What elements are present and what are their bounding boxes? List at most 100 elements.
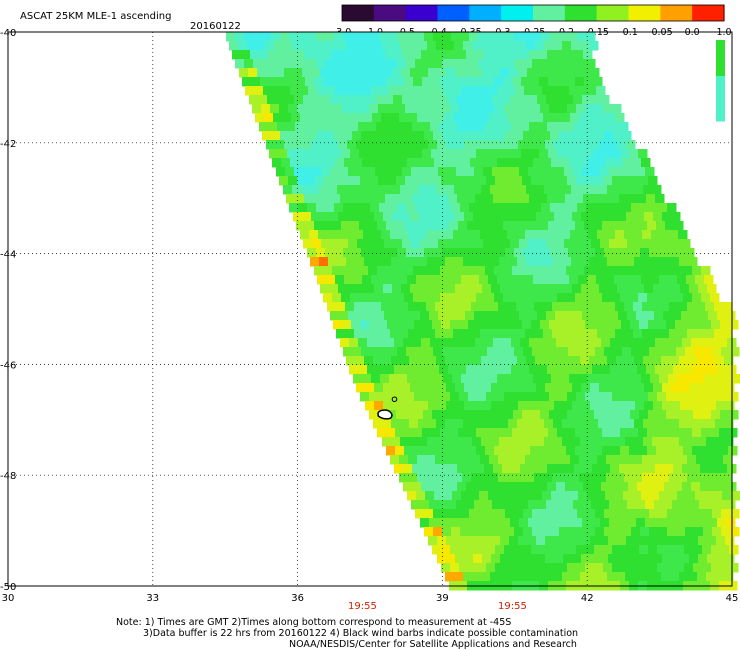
swath-cell <box>483 311 493 321</box>
swath-cell <box>403 482 413 492</box>
swath-cell <box>486 563 496 573</box>
swath-cell <box>556 50 566 60</box>
swath-cell <box>304 50 314 60</box>
swath-cell <box>558 392 568 402</box>
swath-cell <box>625 257 635 267</box>
swath-cell <box>611 293 621 303</box>
swath-cell <box>642 455 652 465</box>
swath-cell <box>451 131 461 141</box>
swath-cell <box>560 374 570 384</box>
swath-cell <box>634 572 644 582</box>
swath-cell <box>465 500 475 510</box>
swath-cell <box>710 293 720 303</box>
swath-cell <box>437 554 447 564</box>
swath-cell <box>415 131 425 141</box>
swath-cell <box>486 176 496 186</box>
swath-cell <box>557 77 567 87</box>
swath-cell <box>610 464 620 474</box>
swath-cell <box>454 419 464 429</box>
swath-cell <box>409 41 419 51</box>
swath-cell <box>603 176 613 186</box>
swath-cell <box>508 41 518 51</box>
swath-cell <box>352 32 362 42</box>
swath-cell <box>564 167 574 177</box>
swath-cell <box>420 167 430 177</box>
swath-cell <box>471 329 481 339</box>
swath-cell <box>516 329 526 339</box>
swath-cell <box>548 149 558 159</box>
swath-cell <box>404 428 414 438</box>
swath-cell <box>606 230 616 240</box>
swath-cell <box>645 167 655 177</box>
swath-cell <box>313 50 323 60</box>
swath-cell <box>658 347 668 357</box>
lat-label: -44 <box>0 250 16 261</box>
swath-cell <box>636 239 646 249</box>
swath-cell <box>502 365 512 375</box>
swath-cell <box>596 275 606 285</box>
swath-cell <box>299 158 309 168</box>
swath-cell <box>638 428 648 438</box>
swath-cell <box>553 41 563 51</box>
swath-cell <box>485 446 495 456</box>
swath-cell <box>575 428 585 438</box>
swath-cell <box>590 212 600 222</box>
swath-cell <box>464 284 474 294</box>
swath-cell <box>581 383 591 393</box>
swath-cell <box>682 482 692 492</box>
swath-cell <box>577 32 587 42</box>
swath-cell <box>726 518 736 528</box>
swath-cell <box>698 401 708 411</box>
swath-cell <box>637 194 647 204</box>
swath-cell <box>414 176 424 186</box>
lon-label: 45 <box>726 593 739 604</box>
swath-cell <box>529 464 539 474</box>
swath-cell <box>548 293 558 303</box>
swath-cell <box>370 131 380 141</box>
swath-cell <box>298 32 308 42</box>
swath-cell <box>421 122 431 132</box>
swath-cell <box>462 113 472 123</box>
swath-cell <box>598 185 608 195</box>
swath-cell <box>322 194 332 204</box>
swath-cell <box>566 428 576 438</box>
swath-cell <box>460 248 470 258</box>
swath-cell <box>624 329 634 339</box>
swath-cell <box>482 284 492 294</box>
swath-cell <box>572 140 582 150</box>
swath-cell <box>303 239 313 249</box>
swath-cell <box>437 284 447 294</box>
swath-cell <box>631 509 641 519</box>
swath-cell <box>528 518 538 528</box>
swath-cell <box>501 239 511 249</box>
swath-cell <box>387 320 397 330</box>
swath-cell <box>393 239 403 249</box>
swath-cell <box>559 203 569 213</box>
swath-cell <box>426 113 436 123</box>
swath-cell <box>392 284 402 294</box>
swath-cell <box>689 383 699 393</box>
swath-cell <box>401 140 411 150</box>
swath-cell <box>493 338 503 348</box>
swath-cell <box>527 68 537 78</box>
swath-cell <box>579 329 589 339</box>
swath-cell <box>567 410 577 420</box>
swath-cell <box>378 104 388 114</box>
swath-cell <box>583 50 593 60</box>
swath-cell <box>316 131 326 141</box>
swath-cell <box>649 509 659 519</box>
swath-cell <box>580 41 590 51</box>
swath-cell <box>499 185 509 195</box>
swath-cell <box>441 545 451 555</box>
swath-cell <box>489 230 499 240</box>
swath-cell <box>554 68 564 78</box>
swath-cell <box>412 194 422 204</box>
swath-cell <box>605 158 615 168</box>
swath-cell <box>503 221 513 231</box>
swath-cell <box>266 140 276 150</box>
swath-cell <box>478 347 488 357</box>
swath-cell <box>343 131 353 141</box>
swath-cell <box>448 338 458 348</box>
swath-cell <box>296 221 306 231</box>
swath-cell <box>341 221 351 231</box>
